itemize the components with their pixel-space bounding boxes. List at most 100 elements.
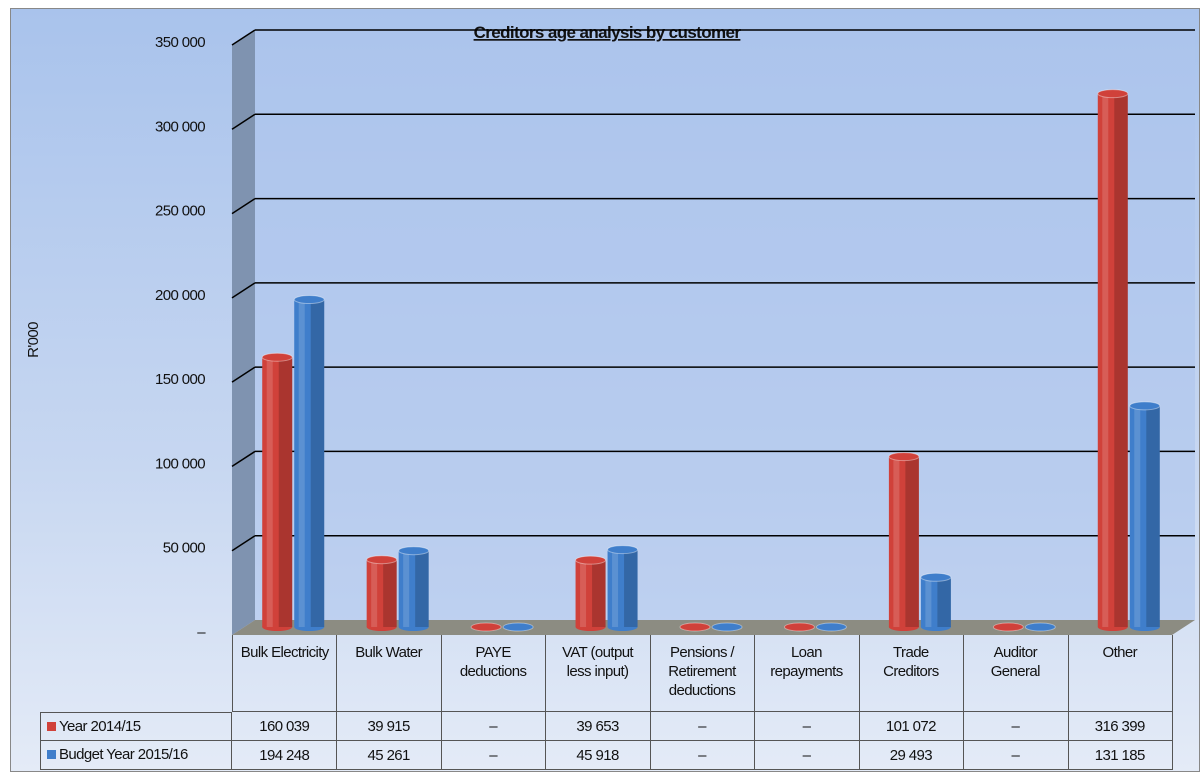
cell-text: – — [802, 718, 811, 735]
chart-title: Creditors age analysis by customer — [474, 23, 742, 42]
value-cell: 29 493 — [858, 741, 965, 770]
value-cell: – — [440, 741, 547, 770]
bar-shade — [624, 549, 638, 627]
value-cell: – — [963, 741, 1069, 770]
grid-line-side — [231, 366, 256, 383]
value-cell: 131 185 — [1067, 741, 1173, 770]
bar-shade — [383, 559, 397, 627]
cell-text: – — [698, 747, 706, 764]
y-tick-label: 200 000 — [155, 287, 205, 304]
bar-shine — [371, 559, 378, 627]
y-tick-label: – — [197, 624, 206, 641]
category-cell: Bulk Water — [336, 635, 442, 712]
cell-text: 101 072 — [885, 718, 937, 735]
y-axis-label: R'000 — [25, 322, 42, 358]
bar-top — [366, 555, 398, 565]
cell-text: Pensions / Retirement deductions — [668, 644, 736, 699]
cell-text: VAT (output less input) — [562, 644, 634, 680]
y-tick-label: 50 000 — [163, 540, 206, 557]
bar-shine — [298, 299, 305, 627]
bar — [262, 357, 293, 627]
bar-shade — [278, 357, 293, 627]
legend-label: Budget Year 2015/16 — [59, 746, 188, 763]
grid-line-side — [231, 197, 256, 215]
bar-top — [711, 622, 743, 632]
bar — [920, 577, 951, 627]
cell-text: Trade Creditors — [883, 644, 939, 680]
cell-text: 39 915 — [367, 718, 411, 735]
bar-top — [783, 622, 815, 632]
bar-shade — [310, 299, 325, 627]
category-cell: VAT (output less input) — [545, 635, 651, 712]
legend-swatch — [47, 750, 56, 759]
grid-line-side — [231, 282, 256, 299]
bar — [366, 559, 397, 627]
bar-top — [888, 452, 920, 462]
category-cell: Bulk Electricity — [232, 635, 338, 712]
cell-text: 29 493 — [889, 747, 933, 764]
cell-text: Bulk Water — [355, 644, 423, 661]
cell-text: – — [698, 718, 706, 735]
cell-text: Loan repayments — [770, 644, 843, 680]
bar-top — [261, 352, 293, 362]
cell-text: 39 653 — [576, 718, 619, 735]
value-cell: – — [754, 741, 860, 770]
bar-top — [470, 622, 502, 632]
legend-cell: Year 2014/15 — [40, 712, 232, 741]
bar — [1097, 93, 1128, 628]
y-tick-label: 300 000 — [155, 118, 205, 135]
cell-text: Auditor General — [990, 644, 1041, 680]
value-cell: 160 039 — [232, 712, 338, 741]
value-cell: 39 653 — [545, 712, 651, 741]
cell-text: Bulk Electricity — [240, 644, 330, 661]
bar — [575, 560, 606, 627]
grid-line-side — [231, 535, 256, 552]
bar-shade — [937, 577, 951, 627]
bar — [398, 550, 429, 627]
bar-shine — [266, 357, 273, 627]
category-cell: Trade Creditors — [858, 635, 965, 712]
legend-label: Year 2014/15 — [59, 718, 141, 735]
category-cell: Pensions / Retirement deductions — [649, 635, 756, 712]
value-cell: – — [649, 712, 756, 741]
legend-cell: Budget Year 2015/16 — [40, 741, 232, 770]
cell-text: 45 918 — [576, 747, 619, 764]
category-cell: Other — [1067, 635, 1173, 712]
category-cell: Auditor General — [963, 635, 1069, 712]
value-cell: 45 261 — [336, 741, 442, 770]
cell-text: Other — [1102, 644, 1138, 661]
y-tick-label: 350 000 — [155, 34, 205, 51]
bar-top — [920, 572, 952, 582]
grid-line-side — [231, 113, 256, 130]
y-tick-label: 250 000 — [155, 203, 205, 220]
grid-line-side — [231, 450, 256, 468]
cell-text: – — [1011, 718, 1020, 735]
bar-shine — [612, 549, 619, 627]
bar-top — [293, 295, 325, 305]
bar-top — [1097, 89, 1129, 99]
cell-text: 194 248 — [259, 747, 310, 764]
bar — [888, 456, 919, 627]
value-cell: – — [440, 712, 547, 741]
bar-top — [607, 545, 639, 555]
bar-shade — [592, 560, 606, 627]
bar-top — [575, 555, 607, 565]
back-wall — [255, 30, 1195, 620]
cell-text: PAYE deductions — [459, 644, 527, 680]
bar-shine — [925, 577, 932, 627]
cell-text: – — [489, 747, 497, 764]
bar-shine — [403, 550, 410, 627]
grid-line-side — [231, 29, 256, 46]
cell-text: 45 261 — [367, 747, 411, 764]
value-cell: 316 399 — [1067, 712, 1173, 741]
bar-shade — [1146, 405, 1160, 627]
cell-text: 316 399 — [1094, 718, 1146, 735]
cell-text: 131 185 — [1094, 747, 1146, 764]
value-cell: – — [754, 712, 860, 741]
category-cell: Loan repayments — [754, 635, 860, 712]
bar — [1129, 405, 1160, 627]
side-wall — [232, 30, 255, 635]
bar-shade — [905, 456, 919, 627]
